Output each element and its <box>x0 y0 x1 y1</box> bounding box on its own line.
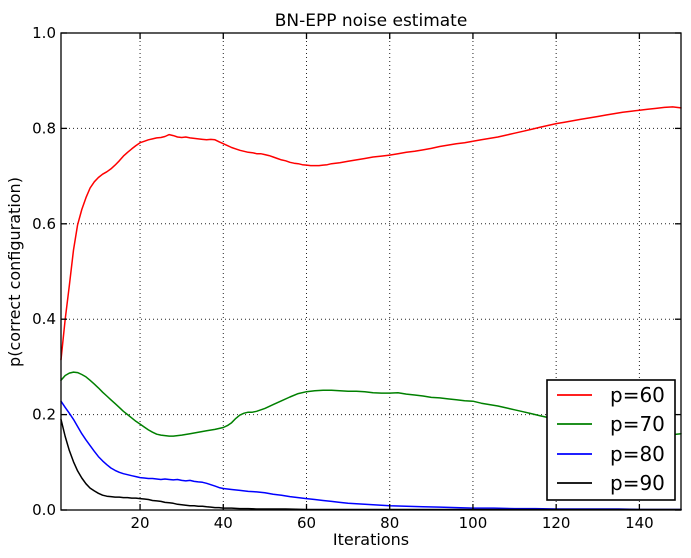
legend-label-p60: p=60 <box>610 383 665 407</box>
legend: p=60 p=70 p=80 p=90 <box>546 379 676 501</box>
plot-border <box>60 32 682 511</box>
y-tick-label: 1.0 <box>32 24 56 42</box>
legend-label-p90: p=90 <box>610 471 665 495</box>
chart-title: BN-EPP noise estimate <box>275 11 468 31</box>
x-tick-label: 120 <box>542 514 571 532</box>
x-axis-label: Iterations <box>333 530 409 549</box>
x-tick-label: 140 <box>625 514 654 532</box>
axis-ticks <box>61 32 681 511</box>
x-tick-labels: 20 40 60 80 100 120 140 <box>131 514 654 532</box>
y-tick-labels: 0.0 0.2 0.4 0.6 0.8 1.0 <box>32 24 56 519</box>
x-tick-label: 80 <box>380 514 399 532</box>
series-line-p60 <box>60 106 682 361</box>
y-tick-label: 0.6 <box>32 215 56 233</box>
x-tick-label: 40 <box>214 514 233 532</box>
y-tick-label: 0.8 <box>32 119 56 137</box>
series-line-p80 <box>60 400 682 511</box>
y-tick-label: 0.0 <box>32 501 56 519</box>
y-tick-label: 0.2 <box>32 406 56 424</box>
legend-label-p80: p=80 <box>610 442 665 466</box>
legend-label-p70: p=70 <box>610 412 665 436</box>
x-tick-label: 20 <box>131 514 150 532</box>
x-tick-label: 60 <box>297 514 316 532</box>
y-axis-label: p(correct configuration) <box>5 177 24 367</box>
legend-box <box>546 379 676 501</box>
y-tick-label: 0.4 <box>32 310 56 328</box>
x-tick-label: 100 <box>459 514 488 532</box>
